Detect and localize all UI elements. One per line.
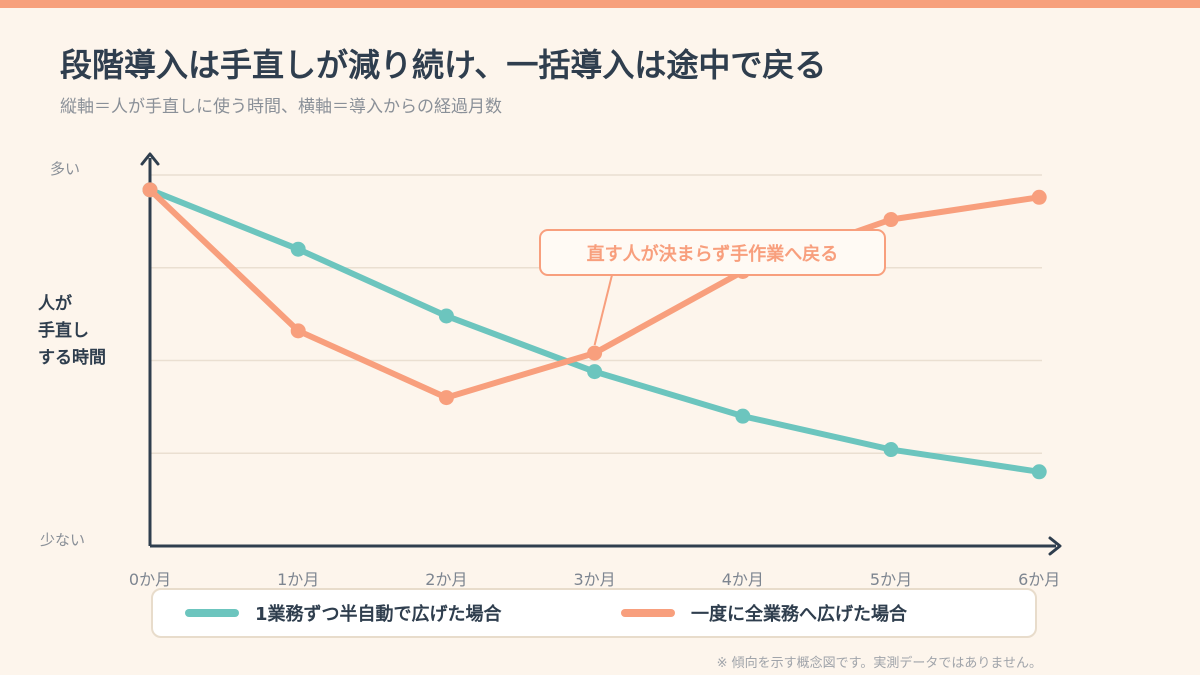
x-axis-arrow (1048, 536, 1062, 556)
y-axis-label-line-1: 人が (38, 293, 72, 314)
legend-item-bulk: 一度に全業務へ広げた場合 (621, 590, 907, 636)
legend-swatch-orange (621, 609, 675, 617)
axes (140, 152, 1062, 556)
legend: 1業務ずつ半自動で広げた場合 一度に全業務へ広げた場合 (151, 588, 1037, 638)
chart-title: 段階導入は手直しが減り続け、一括導入は途中で戻る (60, 46, 827, 84)
data-point (438, 390, 454, 406)
x-tick-label: 1か月 (277, 570, 319, 589)
annotation-leader (593, 274, 613, 346)
legend-item-gradual: 1業務ずつ半自動で広げた場合 (185, 590, 502, 636)
x-tick-label: 6か月 (1018, 570, 1060, 589)
legend-swatch-teal (185, 609, 239, 617)
y-axis-label-line-3: する時間 (38, 347, 106, 368)
legend-label-gradual: 1業務ずつ半自動で広げた場合 (255, 604, 502, 625)
series-lines (142, 182, 1047, 480)
x-tick-label: 2か月 (425, 570, 467, 589)
annotation: 直す人が決まらず手作業へ戻る (539, 229, 886, 346)
data-point (883, 212, 899, 228)
data-point (1031, 189, 1047, 205)
x-tick-label: 3か月 (574, 570, 616, 589)
data-point (438, 308, 454, 324)
data-point (290, 241, 306, 257)
y-tick-high: 多い (50, 160, 80, 178)
annotation-text: 直す人が決まらず手作業へ戻る (587, 243, 839, 265)
annotation-box (539, 229, 886, 276)
data-point (587, 345, 603, 361)
x-tick-label: 4か月 (722, 570, 764, 589)
x-tick-labels: 0か月 1か月 2か月 3か月 4か月 5か月 6か月 (129, 570, 1060, 589)
data-point (142, 182, 158, 198)
data-point (587, 364, 603, 380)
x-tick-label: 0か月 (129, 570, 171, 589)
y-axis-label: 人が 手直し する時間 (38, 293, 106, 368)
data-point (1031, 464, 1047, 480)
chart-subtitle: 縦軸＝人が手直しに使う時間、横軸＝導入からの経過月数 (60, 97, 502, 117)
data-point (290, 323, 306, 339)
top-accent-bar (0, 0, 1200, 8)
x-tick-label: 5か月 (870, 570, 912, 589)
y-tick-low: 少ない (40, 531, 85, 549)
y-axis-label-line-2: 手直し (38, 320, 89, 341)
footnote: ※ 傾向を示す概念図です。実測データではありません。 (716, 656, 1042, 671)
data-point (735, 408, 751, 424)
y-axis-arrow (140, 152, 160, 166)
legend-label-bulk: 一度に全業務へ広げた場合 (691, 604, 907, 625)
data-point (883, 442, 899, 458)
